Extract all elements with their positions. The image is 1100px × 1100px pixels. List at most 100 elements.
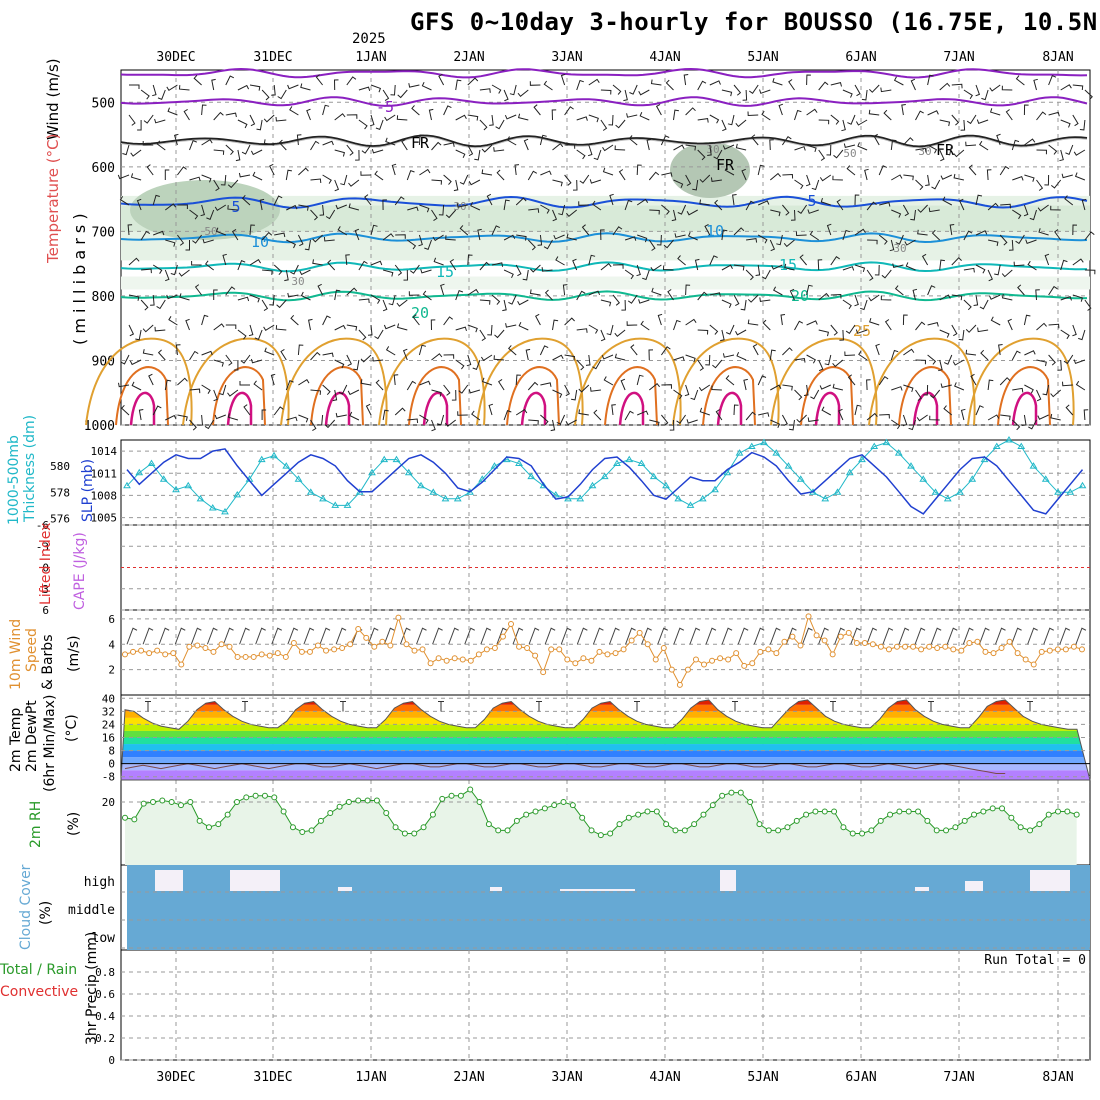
wind-barb	[419, 168, 431, 176]
wind-barb	[280, 348, 287, 361]
rh2m-line-point	[877, 817, 884, 824]
rh2m-line-point	[131, 816, 138, 823]
wind-barb	[552, 179, 563, 187]
wind-barb	[866, 379, 871, 391]
wind-barb	[525, 348, 531, 361]
wind-barb	[794, 146, 806, 151]
wind10-line-point	[942, 643, 949, 650]
wind-barb	[1073, 149, 1086, 156]
wind-barb	[346, 354, 352, 367]
cloud-gap	[965, 881, 983, 891]
wind-barb	[213, 289, 218, 300]
date-label-top: 7JAN	[943, 50, 974, 65]
wind-barb	[189, 388, 201, 394]
wind-barb	[805, 174, 811, 187]
wind-barb	[757, 164, 765, 176]
cloud-unit: (%)	[38, 900, 54, 925]
wind-barb	[358, 86, 371, 92]
rh2m-line-point	[737, 789, 744, 796]
wind10-line-point	[709, 657, 716, 664]
wind-barb	[1000, 414, 1011, 421]
wind-barb	[818, 292, 830, 301]
wind-barb	[552, 209, 558, 222]
surface-wind-barb	[657, 627, 668, 645]
wind-barb	[277, 89, 287, 100]
wind-barb	[1001, 293, 1013, 301]
wind-barb	[915, 389, 922, 401]
wind10-line-point	[491, 645, 498, 652]
rh2m-line-point	[187, 799, 194, 806]
thickness-line-point	[306, 488, 315, 495]
wind-barb	[420, 268, 432, 274]
wind-barb	[360, 379, 372, 386]
wind-barb	[324, 419, 336, 429]
wind-barb	[661, 414, 669, 426]
wind-barb	[431, 209, 438, 222]
wind-barb	[213, 359, 224, 367]
thickness-line-point	[172, 485, 180, 493]
wind-barb	[600, 299, 612, 307]
wind-barb	[844, 351, 856, 357]
wind-barb	[503, 89, 509, 102]
wind-barb	[304, 239, 311, 251]
wind-barb	[516, 234, 527, 241]
wind-barb	[667, 289, 674, 301]
wind-barb	[529, 81, 541, 86]
wind-barb	[893, 76, 904, 86]
wind-barb	[237, 329, 247, 340]
wind-barb	[541, 267, 553, 272]
surface-wind-barb	[882, 627, 894, 645]
wind-barb	[578, 201, 589, 206]
wind-barb	[202, 238, 214, 244]
wind-barb	[372, 356, 384, 362]
wind10-line-point	[628, 637, 635, 644]
wind-barb	[552, 354, 564, 361]
wind-barb	[431, 419, 436, 432]
wind-barb	[1027, 260, 1037, 271]
wind10-line-point	[1046, 647, 1053, 654]
wind-barb	[335, 204, 347, 210]
wind-barb	[881, 269, 892, 279]
wind-barb	[263, 139, 275, 146]
rh2m-line-point	[373, 797, 380, 804]
surface-wind-barb	[174, 627, 186, 645]
wind-barb	[842, 266, 855, 271]
wind-barb	[468, 388, 481, 394]
wind-barb	[854, 228, 866, 236]
wind-barb	[1050, 205, 1061, 211]
wind-barb	[747, 319, 759, 326]
isotherm-35	[422, 391, 449, 426]
wind-barb	[927, 74, 934, 86]
wind-barb	[818, 149, 826, 161]
rh2m-line-point	[793, 817, 800, 824]
temp-band	[121, 757, 1090, 764]
rh2m-line-point	[691, 821, 698, 828]
rh2m-line-point	[625, 814, 632, 821]
wind-barb	[346, 114, 358, 119]
wind-barb	[721, 229, 728, 241]
surface-wind-barb	[158, 627, 170, 645]
wind-barb	[146, 164, 154, 176]
thickness-line-point	[662, 481, 670, 489]
wind10-line-point	[676, 681, 683, 688]
surface-wind-barb	[721, 627, 733, 645]
rh2m-line-point	[560, 799, 567, 806]
surface-wind-barb	[930, 627, 942, 645]
wind-barb	[128, 324, 135, 337]
surface-wind-barb	[432, 627, 443, 645]
wind-barb	[612, 226, 623, 236]
wind-barb	[562, 284, 568, 296]
wind-barb	[201, 139, 213, 146]
temp-band	[121, 744, 1090, 751]
surface-wind-barb	[850, 627, 861, 645]
surface-wind-barb	[592, 627, 604, 645]
isotherm-25	[182, 337, 290, 426]
wind-barb	[960, 119, 966, 131]
wind-barb	[493, 147, 505, 152]
wind-barb	[987, 239, 999, 247]
wind10-line-point	[612, 650, 619, 657]
wind10-line-point	[797, 642, 804, 649]
thickness-line-point	[1054, 488, 1062, 495]
wind10-line-point	[652, 656, 659, 663]
wind10-line-point	[1022, 656, 1029, 663]
